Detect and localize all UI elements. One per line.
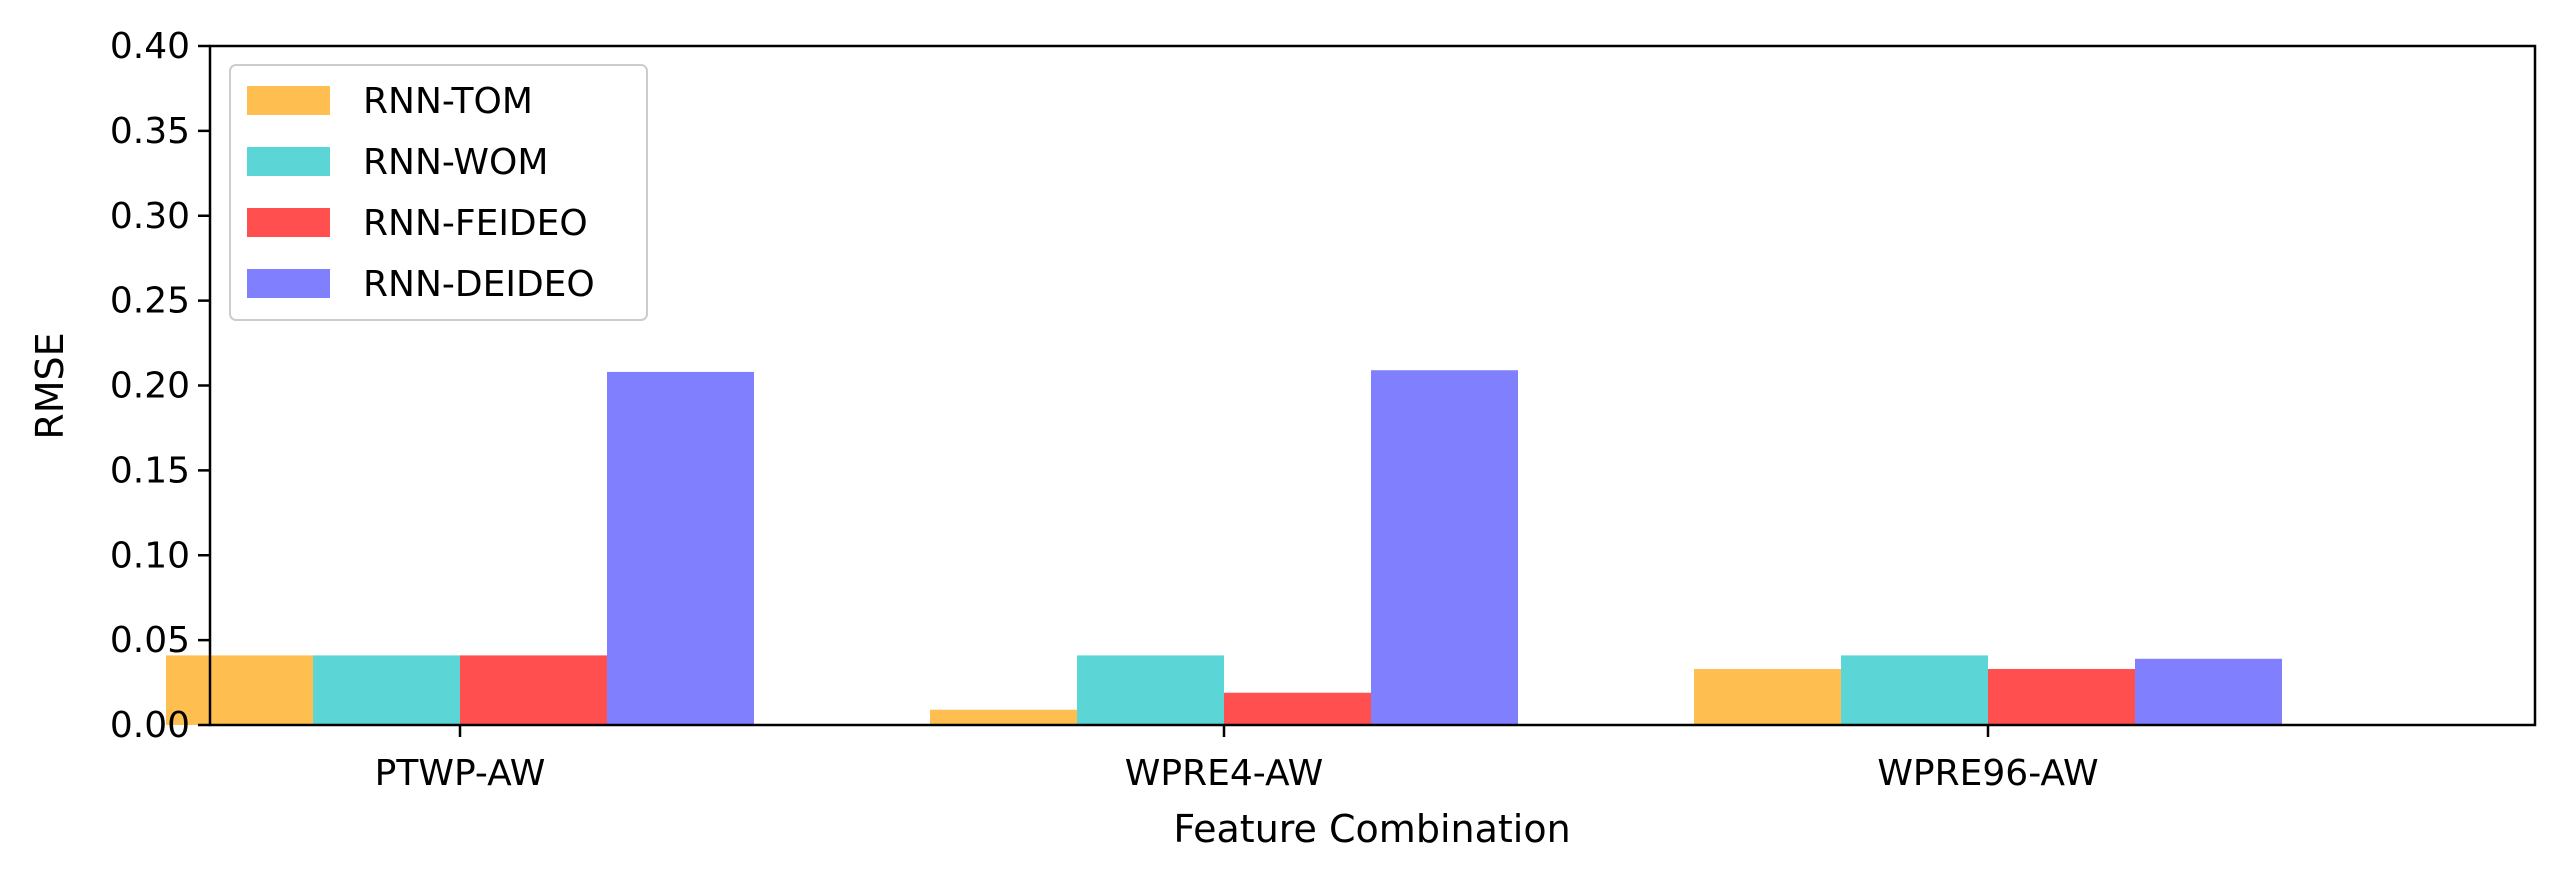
legend-label-rnn-deideo: RNN-DEIDEO xyxy=(363,264,595,305)
x-tick-label: WPRE4-AW xyxy=(1125,753,1323,794)
legend-swatch-rnn-tom xyxy=(247,86,330,115)
bar-rnn-feideo-ptwp-aw xyxy=(460,655,607,725)
y-axis-label: RMSE xyxy=(28,332,72,439)
legend: RNN-TOM RNN-WOM RNN-FEIDEO RNN-DEIDEO xyxy=(229,64,648,321)
bar-rnn-wom-wpre96-aw xyxy=(1841,655,1988,725)
legend-swatch-rnn-feideo xyxy=(247,208,330,237)
y-tick-label: 0.10 xyxy=(110,535,190,576)
y-tick-label: 0.40 xyxy=(110,26,190,67)
y-tick-label: 0.35 xyxy=(110,111,190,152)
x-axis-label: Feature Combination xyxy=(1173,807,1570,851)
bar-rnn-tom-wpre96-aw xyxy=(1694,668,1841,725)
bar-rnn-deideo-ptwp-aw xyxy=(607,371,754,725)
y-tick-label: 0.05 xyxy=(110,620,190,661)
x-tick-label: WPRE96-AW xyxy=(1877,753,2098,794)
legend-swatch-rnn-wom xyxy=(247,147,330,176)
bars-layer xyxy=(166,370,2282,725)
bar-rnn-feideo-wpre96-aw xyxy=(1988,668,2135,725)
bar-rnn-deideo-wpre96-aw xyxy=(2135,658,2282,725)
legend-label-rnn-feideo: RNN-FEIDEO xyxy=(363,203,588,244)
bar-rnn-feideo-wpre4-aw xyxy=(1224,692,1371,725)
bar-rnn-tom-wpre4-aw xyxy=(930,709,1077,725)
legend-frame xyxy=(229,64,648,321)
legend-label-rnn-tom: RNN-TOM xyxy=(363,81,533,122)
y-tick-label: 0.20 xyxy=(110,366,190,407)
bar-rnn-tom-ptwp-aw xyxy=(166,655,313,725)
bar-rnn-deideo-wpre4-aw xyxy=(1371,370,1518,725)
y-axis: 0.00 0.05 0.10 0.15 0.20 0.25 0.30 0.35 0.40 xyxy=(110,26,210,746)
x-axis: PTWP-AW WPRE4-AW WPRE96-AW xyxy=(375,725,2099,794)
y-tick-label: 0.00 xyxy=(110,705,190,746)
bar-rnn-wom-ptwp-aw xyxy=(313,655,460,725)
y-tick-label: 0.25 xyxy=(110,281,190,322)
bar-rnn-wom-wpre4-aw xyxy=(1077,655,1224,725)
y-tick-label: 0.30 xyxy=(110,196,190,237)
legend-swatch-rnn-deideo xyxy=(247,269,330,298)
x-tick-label: PTWP-AW xyxy=(375,753,546,794)
legend-label-rnn-wom: RNN-WOM xyxy=(363,142,548,183)
y-tick-label: 0.15 xyxy=(110,450,190,491)
